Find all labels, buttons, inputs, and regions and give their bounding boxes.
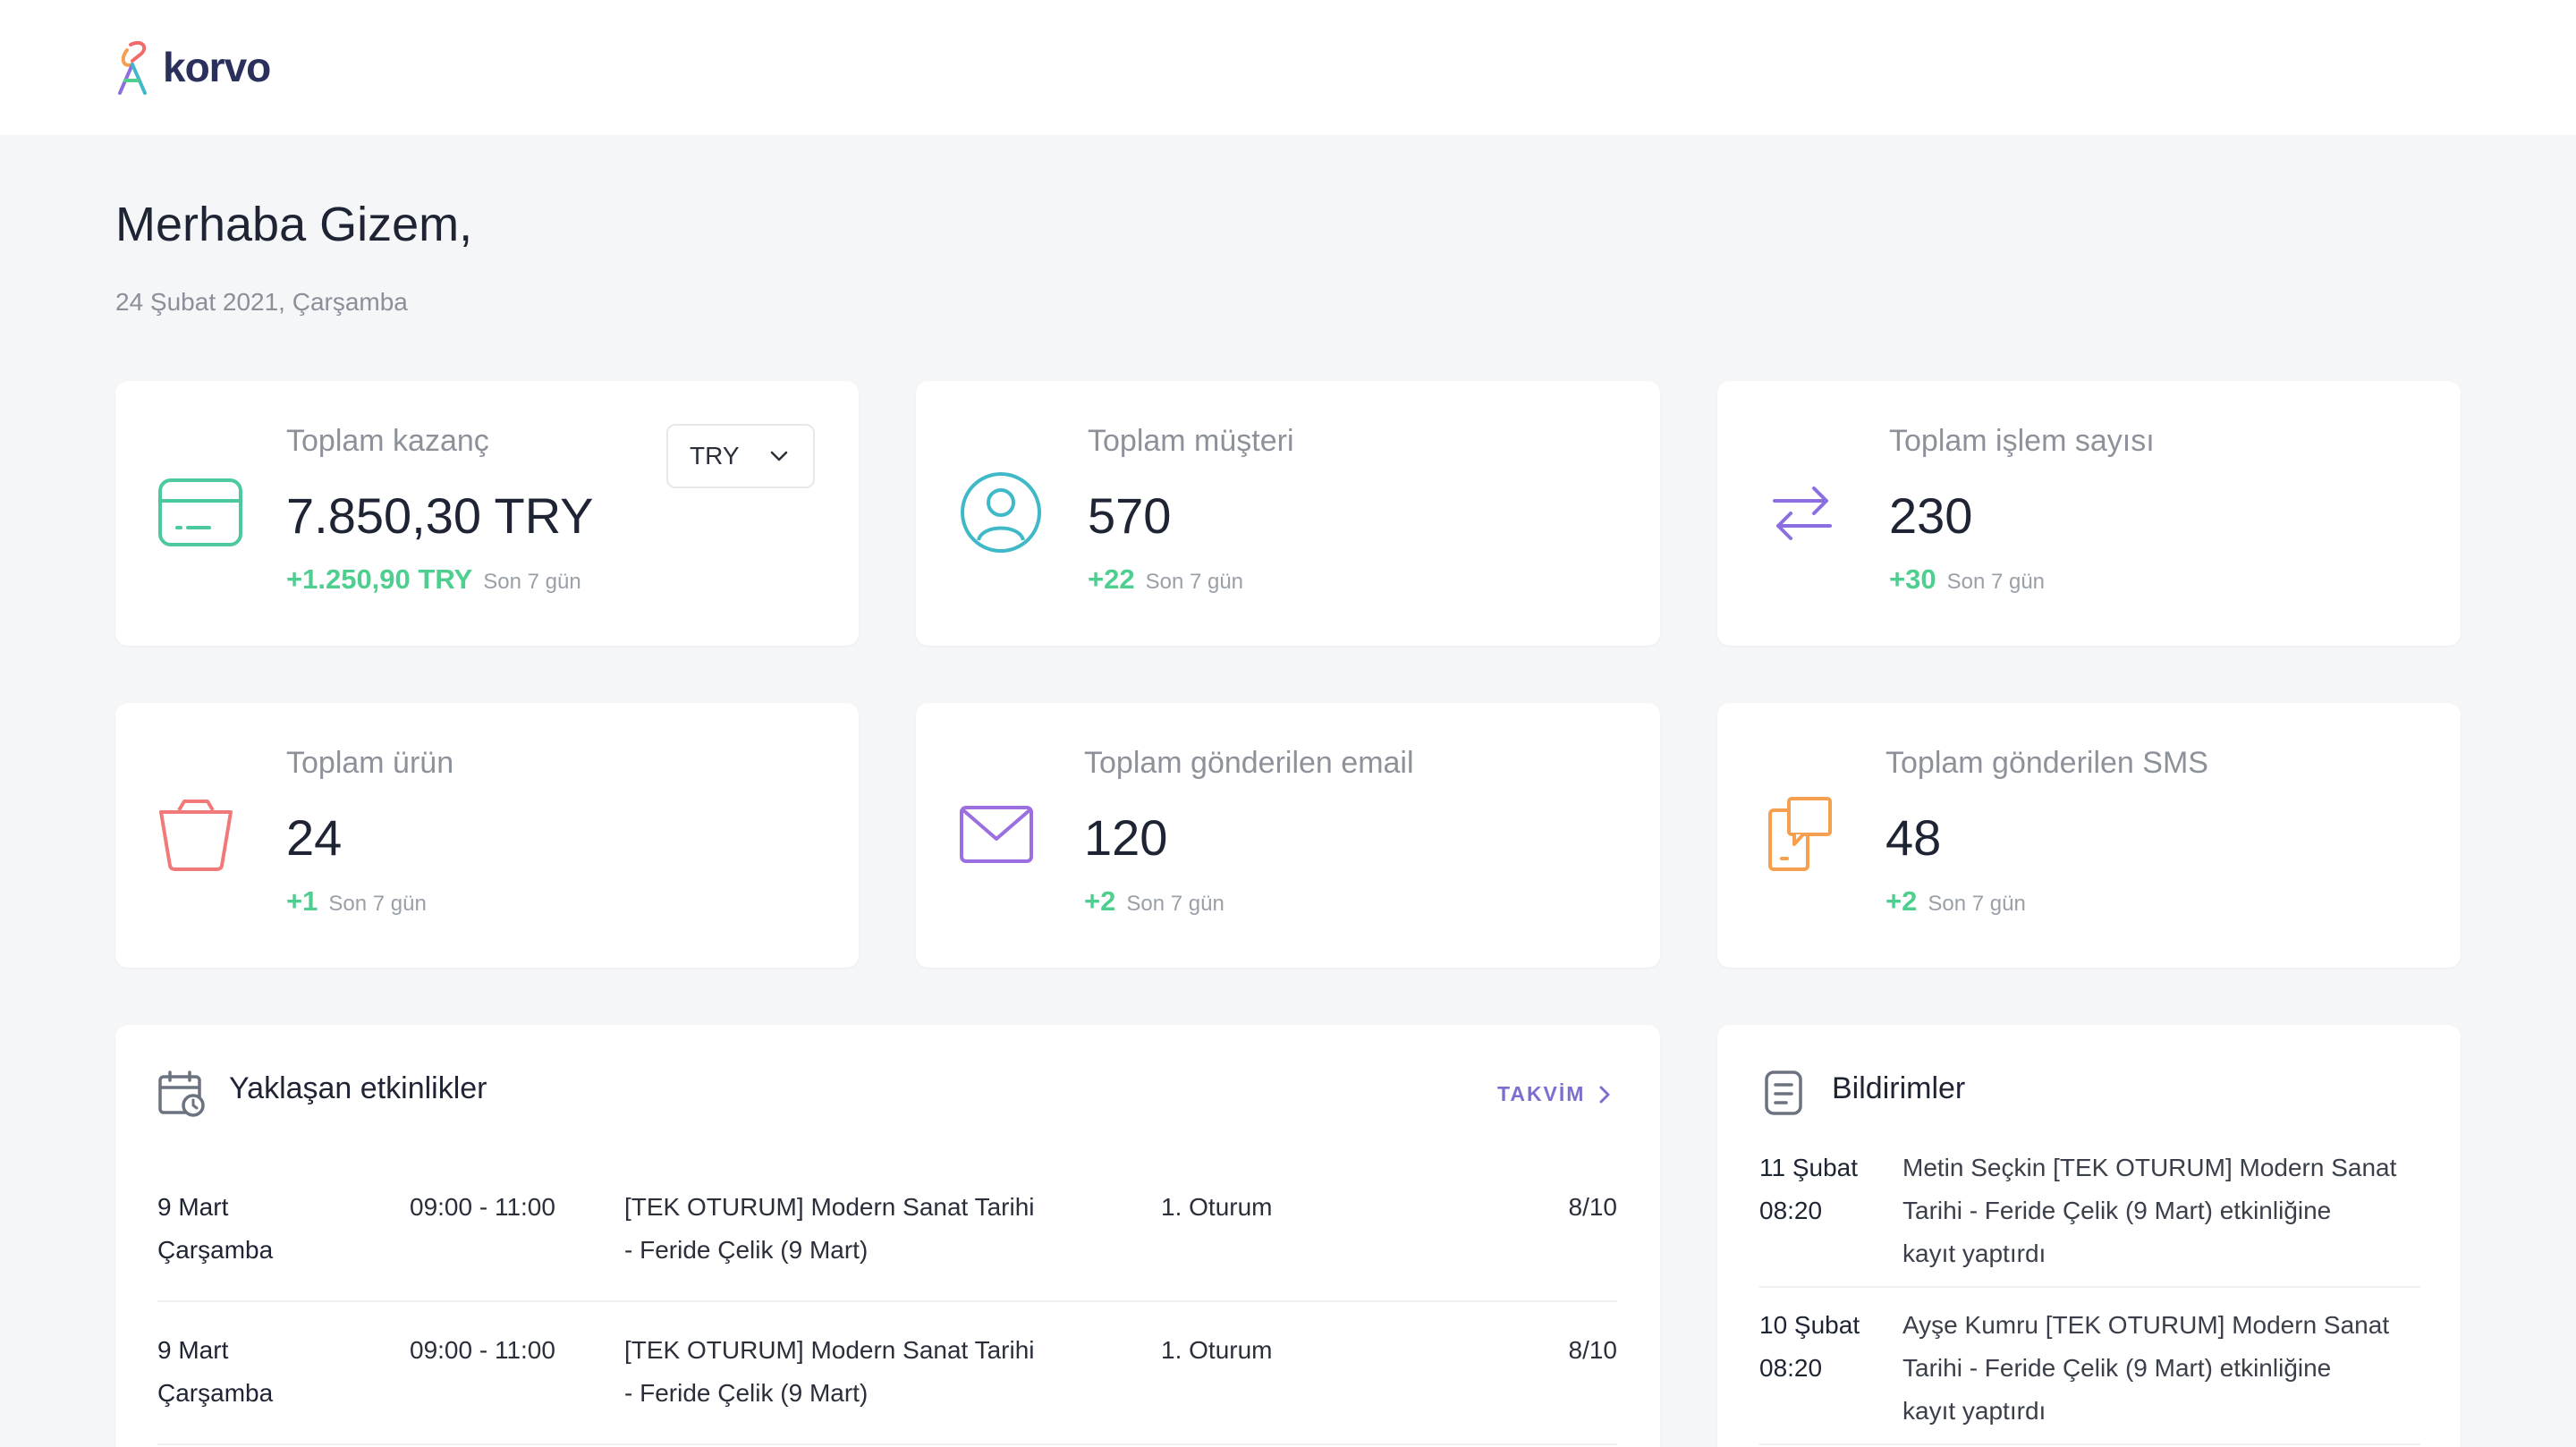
current-date: 24 Şubat 2021, Çarşamba (115, 288, 408, 316)
currency-select-value: TRY (690, 442, 740, 470)
products-delta-value: +1 (286, 885, 318, 917)
products-label: Toplam ürün (286, 746, 454, 780)
korvo-logo-icon (118, 40, 147, 95)
currency-select[interactable]: TRY (666, 424, 815, 488)
emails-delta-period: Son 7 gün (1126, 892, 1224, 916)
emails-delta-value: +2 (1084, 885, 1116, 917)
notification-item[interactable]: 10 Şubat 08:20 Ayşe Kumru [TEK OTURUM] M… (1759, 1304, 2420, 1445)
notification-text-line3: kayıt yaptırdı (1902, 1240, 2046, 1267)
events-title: Yaklaşan etkinlikler (229, 1071, 487, 1105)
emails-delta: +2 Son 7 gün (1084, 885, 1224, 918)
notification-text-line2: Tarihi - Feride Çelik (9 Mart) etkinliği… (1902, 1197, 2332, 1224)
stat-card-sms (1717, 703, 2461, 968)
event-session: 1. Oturum (1161, 1193, 1273, 1221)
customers-delta-period: Son 7 gün (1145, 570, 1244, 594)
notification-date: 10 Şubat 08:20 (1759, 1304, 1894, 1390)
calendar-link-label: TAKVİM (1497, 1082, 1586, 1105)
transactions-delta-value: +30 (1889, 563, 1936, 595)
stat-card-products (115, 703, 859, 968)
brand-logo[interactable]: korvo (114, 36, 271, 98)
notifications-title: Bildirimler (1832, 1071, 1966, 1105)
earnings-delta-value: +1.250,90 TRY (286, 563, 473, 595)
stat-card-emails (916, 703, 1660, 968)
event-title-line1: [TEK OTURUM] Modern Sanat Tarihi (624, 1336, 1035, 1364)
customers-value: 570 (1088, 487, 1172, 544)
calendar-link[interactable]: TAKVİM (1497, 1082, 1610, 1106)
products-delta-period: Son 7 gün (328, 892, 427, 916)
transactions-delta-period: Son 7 gün (1946, 570, 2046, 594)
event-row[interactable]: 9 Mart Çarşamba 09:00 - 11:00 [TEK OTURU… (157, 1329, 1617, 1445)
notification-text-line1: Metin Seçkin [TEK OTURUM] Modern Sanat (1902, 1154, 2397, 1181)
event-time: 09:00 - 11:00 (410, 1336, 555, 1364)
customers-delta-value: +22 (1088, 563, 1135, 595)
user-icon (961, 472, 1041, 553)
sms-delta-value: +2 (1885, 885, 1918, 917)
document-list-icon (1765, 1070, 1802, 1115)
notification-text: Metin Seçkin [TEK OTURUM] Modern Sanat T… (1902, 1147, 2430, 1275)
event-weekday: Çarşamba (157, 1379, 274, 1407)
transactions-delta: +30 Son 7 gün (1889, 563, 2045, 596)
notification-date: 11 Şubat 08:20 (1759, 1147, 1894, 1232)
event-title-line1: [TEK OTURUM] Modern Sanat Tarihi (624, 1193, 1035, 1221)
stat-card-transactions (1717, 381, 2461, 646)
notification-text: Ayşe Kumru [TEK OTURUM] Modern Sanat Tar… (1902, 1304, 2430, 1433)
transactions-label: Toplam işlem sayısı (1889, 424, 2155, 458)
earnings-delta: +1.250,90 TRY Son 7 gün (286, 563, 581, 596)
chevron-down-icon (770, 451, 788, 461)
notifications-panel (1717, 1025, 2461, 1447)
brand-name: korvo (163, 44, 271, 90)
event-session: 1. Oturum (1161, 1336, 1273, 1364)
notification-time: 08:20 (1759, 1354, 1823, 1382)
basket-icon (159, 800, 233, 871)
notification-item[interactable]: 11 Şubat 08:20 Metin Seçkin [TEK OTURUM]… (1759, 1147, 2420, 1288)
envelope-icon (960, 806, 1033, 863)
products-value: 24 (286, 809, 343, 866)
transactions-value: 230 (1889, 487, 1973, 544)
event-row[interactable]: 9 Mart Çarşamba 09:00 - 11:00 [TEK OTURU… (157, 1186, 1617, 1302)
calendar-clock-icon (158, 1070, 205, 1117)
sms-delta: +2 Son 7 gün (1885, 885, 2026, 918)
notification-day: 11 Şubat (1759, 1154, 1859, 1181)
event-title-line2: - Feride Çelik (9 Mart) (624, 1236, 869, 1264)
event-title-line2: - Feride Çelik (9 Mart) (624, 1379, 869, 1407)
earnings-value: 7.850,30 TRY (286, 487, 594, 544)
event-time: 09:00 - 11:00 (410, 1193, 555, 1221)
event-capacity: 8/10 (1568, 1193, 1618, 1221)
notification-text-line3: kayıt yaptırdı (1902, 1397, 2046, 1425)
phone-message-icon (1768, 797, 1832, 871)
sms-delta-period: Son 7 gün (1928, 892, 2026, 916)
sms-label: Toplam gönderilen SMS (1885, 746, 2208, 780)
swap-arrows-icon (1773, 487, 1832, 540)
event-date: 9 Mart (157, 1193, 229, 1221)
emails-label: Toplam gönderilen email (1084, 746, 1414, 780)
credit-card-icon (158, 478, 242, 546)
earnings-label: Toplam kazanç (286, 424, 489, 458)
customers-label: Toplam müşteri (1088, 424, 1294, 458)
top-bar: korvo (0, 0, 2576, 135)
sms-value: 48 (1885, 809, 1942, 866)
notification-time: 08:20 (1759, 1197, 1823, 1224)
upcoming-events-panel (115, 1025, 1660, 1447)
products-delta: +1 Son 7 gün (286, 885, 427, 918)
notification-text-line1: Ayşe Kumru [TEK OTURUM] Modern Sanat (1902, 1311, 2390, 1339)
customers-delta: +22 Son 7 gün (1088, 563, 1243, 596)
greeting-title: Merhaba Gizem, (115, 198, 473, 251)
notification-day: 10 Şubat (1759, 1311, 1860, 1339)
chevron-right-icon (1599, 1086, 1610, 1103)
emails-value: 120 (1084, 809, 1168, 866)
event-capacity: 8/10 (1568, 1336, 1618, 1364)
event-date: 9 Mart (157, 1336, 229, 1364)
notification-text-line2: Tarihi - Feride Çelik (9 Mart) etkinliği… (1902, 1354, 2332, 1382)
event-weekday: Çarşamba (157, 1236, 274, 1264)
earnings-delta-period: Son 7 gün (483, 570, 581, 594)
